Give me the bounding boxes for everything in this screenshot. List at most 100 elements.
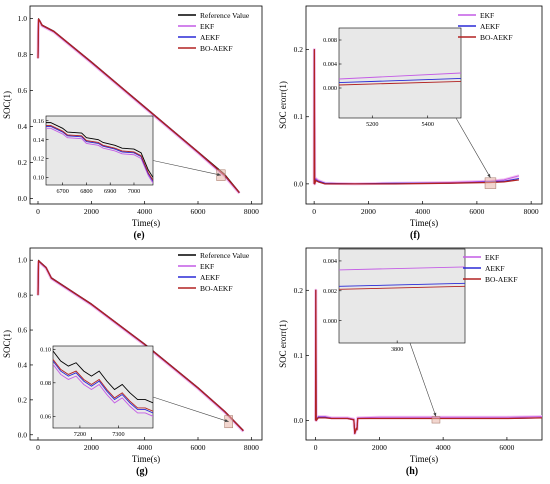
inset-x-tick-label: 6700: [56, 188, 68, 195]
legend: Reference Value EKF AEKF BO-AEKF: [178, 11, 250, 53]
inset-connector-arrowhead: [487, 173, 491, 178]
inset-connector: [409, 342, 437, 417]
y-tick-label: 0.0: [18, 194, 28, 203]
legend-label-aekf: AEKF: [200, 33, 220, 42]
y-tick-label: 0.2: [18, 395, 28, 404]
inset-lines: [339, 72, 461, 86]
panel-label: (g): [136, 466, 148, 477]
inset-x-tick-label: 7000: [128, 188, 140, 195]
inset-connector: [152, 160, 221, 176]
y-tick-label: 0.2: [18, 158, 28, 167]
inset-frame: [52, 345, 154, 429]
x-tick-label: 6000: [499, 443, 514, 452]
legend-label-bo-aekf: BO-AEKF: [200, 284, 233, 293]
panel-e: 0 2000 4000 6000 8000 0.0 0.2 0.4 0.6 0.8 1.0 Time(…: [2, 5, 263, 241]
y-tick-label: 0.8: [18, 50, 28, 59]
x-tick-label: 0: [314, 443, 318, 452]
inset-frame: [45, 115, 154, 186]
y-tick-label: 0.0: [294, 179, 304, 188]
inset-y-tick-label: 0.06: [40, 413, 51, 420]
inset-y-tick-label: 0.004: [323, 258, 337, 265]
inset-lines: [339, 266, 465, 290]
legend-label-ekf: EKF: [200, 262, 214, 271]
inset-series-line-ekf: [46, 127, 153, 184]
inset-series-line-aekf: [339, 77, 461, 84]
x-tick-label: 4000: [137, 207, 152, 216]
inset-y-tick-label: 0.08: [40, 380, 51, 387]
inset-frame: [338, 248, 466, 344]
y-tick-label: 0.1: [294, 351, 304, 360]
zoom-inset: 7200 7300 0.06 0.08 0.10: [40, 345, 154, 438]
zoom-highlight-box: [484, 177, 497, 189]
y-tick-label: 0.6: [18, 326, 28, 335]
panel-g: 0 2000 4000 6000 8000 0.0 0.2 0.4 0.6 0.8 1.0 Time(…: [2, 247, 263, 477]
x-tick-label: 4000: [137, 443, 152, 452]
zoom-highlight-box: [431, 416, 441, 424]
inset-y-tick-label: 0.12: [33, 156, 44, 163]
inset-series-line-ekf: [53, 364, 153, 417]
inset-y-tick-label: 0.008: [323, 37, 337, 44]
x-tick-label: 8000: [244, 443, 259, 452]
legend-label-reference-value: Reference Value: [200, 251, 250, 260]
legend: EKF AEKF BO-AEKF: [463, 253, 518, 284]
panel-h: 0 2000 4000 6000 0.0 0.1 0.2 Time(s) SOC erorr(1…: [278, 247, 543, 477]
x-tick-label: 2000: [372, 443, 387, 452]
inset-y-tick-label: 0.10: [33, 175, 44, 182]
inset-connector: [455, 117, 491, 178]
x-tick-label: 4000: [436, 443, 451, 452]
x-tick-label: 8000: [524, 207, 539, 216]
inset-connector-arrowhead: [224, 419, 229, 423]
inset-y-tick-label: 0.002: [323, 288, 337, 295]
legend-label-ekf: EKF: [485, 253, 499, 262]
plot-frame: [29, 5, 263, 205]
y-axis-label: SOC erorr(1): [278, 320, 288, 368]
plot-frame: [29, 247, 263, 441]
series-line-bo-aekf: [37, 18, 240, 194]
inset-x-tick-label: 7300: [112, 431, 124, 438]
y-axis-label: SOC erorr(1): [278, 81, 288, 129]
inset-x-tick-label: 6900: [104, 188, 116, 195]
x-tick-label: 6000: [469, 207, 484, 216]
inset-connector: [152, 396, 229, 422]
x-axis-label: Time(s): [132, 454, 160, 464]
x-tick-label: 8000: [244, 207, 259, 216]
x-axis-label: Time(s): [132, 218, 160, 228]
inset-series-line-aekf: [46, 125, 153, 182]
plot-frame: [305, 5, 543, 205]
legend-label-ekf: EKF: [200, 22, 214, 31]
legend-label-ekf: EKF: [480, 11, 494, 20]
inset-series-line-bo-aekf: [46, 125, 153, 181]
y-tick-label: 0.2: [294, 45, 304, 54]
y-tick-label: 0.4: [18, 122, 28, 131]
series-line-bo-aekf: [314, 289, 543, 435]
inset-series-line-aekf: [339, 282, 465, 287]
legend-label-bo-aekf: BO-AEKF: [480, 33, 513, 42]
y-axis-label: SOC(1): [2, 330, 12, 358]
panel-label: (h): [406, 466, 418, 477]
legend: Reference Value EKF AEKF BO-AEKF: [178, 251, 250, 293]
inset-lines: [53, 350, 153, 417]
y-tick-label: 0.0: [294, 416, 304, 425]
zoom-inset: 5200 5400 0.000 0.004 0.008: [323, 27, 462, 128]
inset-series-line-bo-aekf: [339, 80, 461, 86]
y-tick-label: 0.1: [294, 112, 304, 121]
inset-y-tick-label: 0.000: [323, 318, 337, 325]
panel-label: (e): [133, 230, 144, 241]
inset-x-tick-label: 7200: [74, 431, 86, 438]
zoom-inset: 3800 0.000 0.002 0.004: [323, 248, 466, 353]
x-axis-label: Time(s): [410, 218, 438, 228]
y-tick-label: 0.0: [18, 430, 28, 439]
zoom-inset: 6700 6800 6900 7000 0.10 0.12 0.14 0.16: [33, 115, 154, 195]
x-tick-label: 6000: [191, 207, 206, 216]
x-tick-label: 6000: [191, 443, 206, 452]
legend-label-aekf: AEKF: [485, 264, 505, 273]
y-tick-label: 0.8: [18, 291, 28, 300]
inset-x-tick-label: 5200: [366, 121, 378, 128]
x-tick-label: 0: [36, 207, 40, 216]
inset-series-line-ekf: [339, 72, 461, 80]
inset-x-tick-label: 6800: [80, 188, 92, 195]
panel-label: (f): [410, 230, 420, 241]
legend: EKF AEKF BO-AEKF: [458, 11, 513, 42]
plot-frame: [305, 247, 543, 441]
